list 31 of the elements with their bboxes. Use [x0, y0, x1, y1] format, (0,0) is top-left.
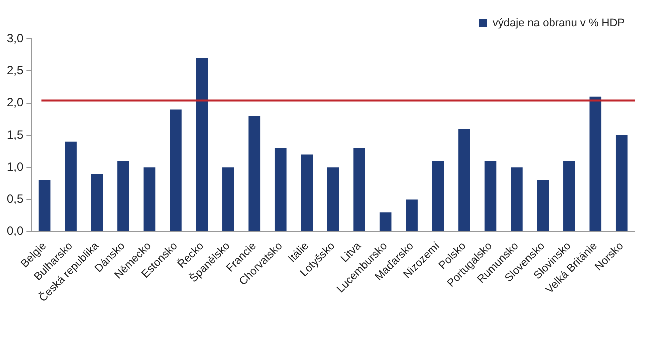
bar [327, 168, 340, 232]
bar [274, 148, 287, 232]
y-tick-label: 1,5 [6, 128, 24, 142]
y-tick-label: 2,5 [6, 63, 24, 78]
bar [38, 180, 51, 232]
bar [564, 161, 576, 232]
bar [458, 129, 470, 232]
bar [432, 161, 444, 232]
bar [511, 168, 523, 232]
y-tick-label: 1,0 [6, 160, 24, 174]
bar [484, 161, 497, 232]
bar [380, 212, 392, 232]
y-tick-label: 3,0 [6, 31, 24, 46]
bar [196, 58, 208, 232]
bar [537, 180, 550, 232]
y-tick-label: 2,0 [6, 96, 24, 110]
bar [590, 96, 602, 232]
legend-label: výdaje na obranu v % HDP [492, 18, 626, 30]
bar [222, 168, 234, 232]
y-tick-label: 0,5 [6, 192, 24, 206]
bar [248, 116, 261, 232]
bar [91, 174, 104, 232]
bar [170, 110, 182, 232]
bar [65, 142, 77, 232]
bar [301, 154, 314, 232]
bar [144, 168, 156, 232]
bar [118, 161, 130, 232]
bar [406, 200, 418, 232]
bar [616, 135, 628, 232]
bar [354, 148, 366, 232]
y-tick-label: 0,0 [6, 224, 24, 238]
